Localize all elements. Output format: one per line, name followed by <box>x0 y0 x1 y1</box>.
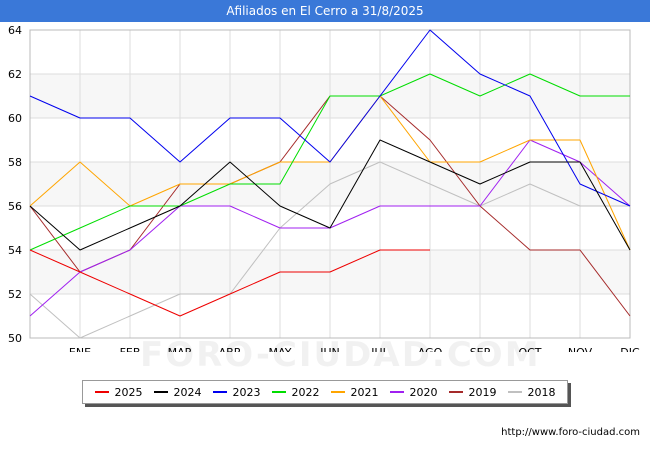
x-tick-label: NOV <box>568 346 593 352</box>
legend-item-2025: 2025 <box>94 385 143 399</box>
y-tick-label: 62 <box>8 68 22 81</box>
legend-item-2020: 2020 <box>389 385 438 399</box>
series-line-2025 <box>29 249 430 317</box>
legend-item-2024: 2024 <box>153 385 202 399</box>
chart-legend: 2025 2024 2023 2022 2021 2020 2019 2018 <box>82 380 568 404</box>
x-tick-label: JUN <box>319 346 340 352</box>
legend-item-2018: 2018 <box>507 385 556 399</box>
legend-item-2022: 2022 <box>271 385 320 399</box>
legend-swatch <box>389 391 404 393</box>
series-line-2018 <box>29 161 630 339</box>
legend-label: 2020 <box>409 385 438 399</box>
x-tick-label: MAR <box>168 346 193 352</box>
x-tick-label: AGO <box>418 346 443 352</box>
legend-swatch <box>212 391 227 393</box>
legend-label: 2024 <box>173 385 202 399</box>
legend-swatch <box>507 391 522 393</box>
x-tick-label: SEP <box>470 346 491 352</box>
y-tick-label: 64 <box>8 24 22 37</box>
series-line-2023 <box>29 29 631 207</box>
y-tick-label: 50 <box>8 332 22 345</box>
y-tick-label: 52 <box>8 288 22 301</box>
legend-label: 2021 <box>350 385 379 399</box>
legend-swatch <box>448 391 463 393</box>
legend-label: 2023 <box>232 385 261 399</box>
legend-swatch <box>94 391 109 393</box>
watermark: FORO-CIUDAD.COM <box>140 335 541 375</box>
x-tick-label: FEB <box>120 346 141 352</box>
legend-item-2023: 2023 <box>212 385 261 399</box>
series-line-2022 <box>29 73 630 251</box>
y-tick-label: 58 <box>8 156 22 169</box>
x-tick-label: ENE <box>69 346 91 352</box>
y-tick-label: 56 <box>8 200 22 213</box>
x-tick-label: ABR <box>219 346 242 352</box>
x-tick-label: MAY <box>269 346 292 352</box>
legend-label: 2025 <box>114 385 143 399</box>
series-line-2024 <box>29 139 631 251</box>
x-tick-label: DIC <box>620 346 640 352</box>
legend-label: 2022 <box>291 385 320 399</box>
chart-title: Afiliados en El Cerro a 31/8/2025 <box>0 0 650 22</box>
legend-swatch <box>271 391 286 393</box>
legend-label: 2018 <box>527 385 556 399</box>
x-tick-label: JUL <box>370 346 389 352</box>
plot-border <box>29 29 631 339</box>
y-tick-label: 60 <box>8 112 22 125</box>
legend-swatch <box>330 391 345 393</box>
legend-swatch <box>153 391 168 393</box>
x-tick-label: OCT <box>518 346 541 352</box>
line-chart: 50 52 54 56 58 60 62 64 ENE FEB MAR ABR MAY JUN JUL AGO… <box>8 24 640 352</box>
y-tick-label: 54 <box>8 244 22 257</box>
legend-item-2019: 2019 <box>448 385 497 399</box>
legend-label: 2019 <box>468 385 497 399</box>
footer-url: http://www.foro-ciudad.com <box>501 427 640 438</box>
legend-item-2021: 2021 <box>330 385 379 399</box>
